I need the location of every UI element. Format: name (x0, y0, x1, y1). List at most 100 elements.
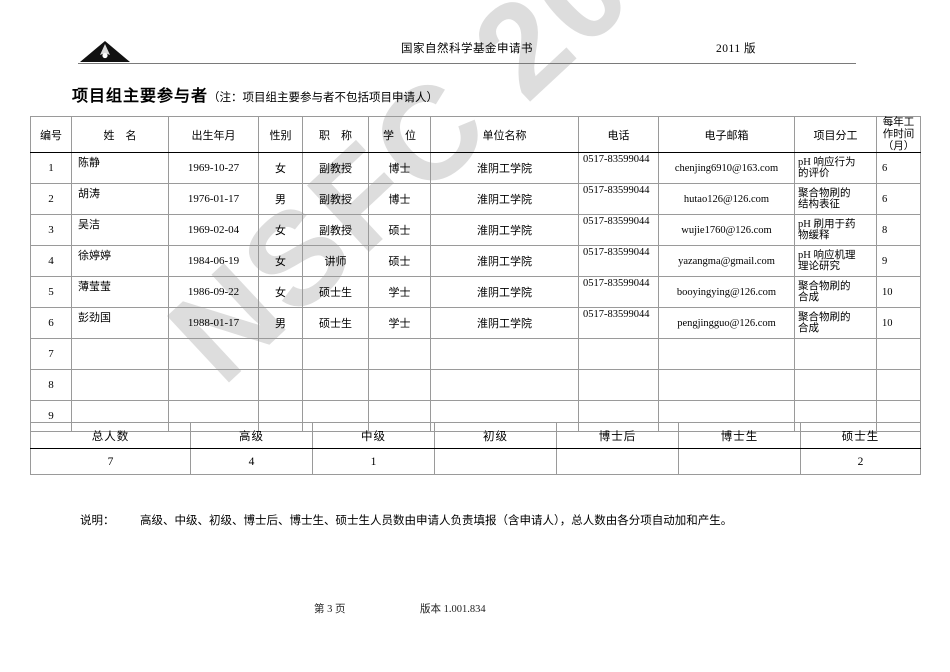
cell-degree[interactable]: 硕士 (368, 245, 431, 278)
cell-hours[interactable] (876, 338, 921, 371)
cell-hours[interactable]: 10 (876, 307, 921, 340)
cell-name[interactable] (71, 338, 169, 371)
table-row[interactable]: 5 薄莹莹 1986-09-22 女 硕士生 学士 淮阴工学院 0517-835… (30, 276, 921, 309)
cell-duty[interactable]: pH 响应机理 理论研究 (794, 245, 877, 278)
table-row[interactable]: 3 吴洁 1969-02-04 女 副教授 硕士 淮阴工学院 0517-8359… (30, 214, 921, 247)
summary-value-total[interactable]: 7 (30, 448, 191, 475)
cell-org[interactable]: 淮阴工学院 (430, 245, 579, 278)
cell-duty[interactable]: pH 响应行为 的评价 (794, 152, 877, 185)
cell-name[interactable] (71, 369, 169, 402)
cell-email[interactable]: yazangma@gmail.com (658, 245, 795, 278)
summary-value-master[interactable]: 2 (800, 448, 921, 475)
cell-gender[interactable]: 女 (258, 152, 303, 185)
cell-title[interactable]: 副教授 (302, 214, 369, 247)
cell-hours[interactable]: 6 (876, 152, 921, 185)
table-row[interactable]: 6 彭劲国 1988-01-17 男 硕士生 学士 淮阴工学院 0517-835… (30, 307, 921, 340)
cell-org[interactable]: 淮阴工学院 (430, 307, 579, 340)
cell-gender[interactable] (258, 338, 303, 371)
cell-no: 2 (30, 183, 72, 216)
cell-name[interactable]: 彭劲国 (71, 307, 169, 340)
cell-hours[interactable]: 8 (876, 214, 921, 247)
table-row[interactable]: 8 (30, 369, 921, 402)
cell-birth[interactable] (168, 338, 259, 371)
cell-birth[interactable] (168, 369, 259, 402)
cell-org[interactable] (430, 369, 579, 402)
running-header: 国家自然科学基金申请书 2011 版 (78, 36, 856, 66)
cell-degree[interactable] (368, 369, 431, 402)
cell-birth[interactable]: 1986-09-22 (168, 276, 259, 309)
cell-name[interactable]: 薄莹莹 (71, 276, 169, 309)
cell-phone[interactable] (578, 369, 659, 402)
cell-email[interactable]: hutao126@126.com (658, 183, 795, 216)
cell-email[interactable]: booyingying@126.com (658, 276, 795, 309)
cell-duty[interactable]: 聚合物刷的 合成 (794, 307, 877, 340)
cell-degree[interactable]: 硕士 (368, 214, 431, 247)
cell-org[interactable]: 淮阴工学院 (430, 276, 579, 309)
cell-org[interactable] (430, 338, 579, 371)
cell-duty[interactable] (794, 338, 877, 371)
page-number: 第 3 页 (314, 604, 346, 615)
table-row[interactable]: 7 (30, 338, 921, 371)
summary-value-postdoc[interactable] (556, 448, 679, 475)
cell-phone[interactable]: 0517-83599044 (578, 152, 659, 185)
table-row[interactable]: 1 陈静 1969-10-27 女 副教授 博士 淮阴工学院 0517-8359… (30, 152, 921, 185)
cell-no: 8 (30, 369, 72, 402)
cell-name[interactable]: 徐婷婷 (71, 245, 169, 278)
cell-name[interactable]: 吴洁 (71, 214, 169, 247)
cell-birth[interactable]: 1969-02-04 (168, 214, 259, 247)
cell-email[interactable]: pengjingguo@126.com (658, 307, 795, 340)
cell-email[interactable]: chenjing6910@163.com (658, 152, 795, 185)
cell-hours[interactable]: 9 (876, 245, 921, 278)
cell-org[interactable]: 淮阴工学院 (430, 152, 579, 185)
cell-duty[interactable]: pH 刷用于药 物缓释 (794, 214, 877, 247)
cell-email[interactable] (658, 338, 795, 371)
cell-degree[interactable]: 学士 (368, 276, 431, 309)
cell-gender[interactable]: 男 (258, 307, 303, 340)
cell-phone[interactable]: 0517-83599044 (578, 307, 659, 340)
cell-name[interactable]: 陈静 (71, 152, 169, 185)
cell-gender[interactable] (258, 369, 303, 402)
cell-phone[interactable] (578, 338, 659, 371)
cell-name[interactable]: 胡涛 (71, 183, 169, 216)
table-row[interactable]: 2 胡涛 1976-01-17 男 副教授 博士 淮阴工学院 0517-8359… (30, 183, 921, 216)
cell-title[interactable] (302, 369, 369, 402)
cell-phone[interactable]: 0517-83599044 (578, 276, 659, 309)
cell-birth[interactable]: 1988-01-17 (168, 307, 259, 340)
cell-hours[interactable] (876, 369, 921, 402)
summary-value-junior[interactable] (434, 448, 557, 475)
cell-birth[interactable]: 1969-10-27 (168, 152, 259, 185)
table-row[interactable]: 4 徐婷婷 1984-06-19 女 讲师 硕士 淮阴工学院 0517-8359… (30, 245, 921, 278)
summary-value-senior[interactable]: 4 (190, 448, 313, 475)
cell-birth[interactable]: 1984-06-19 (168, 245, 259, 278)
cell-email[interactable]: wujie1760@126.com (658, 214, 795, 247)
cell-email[interactable] (658, 369, 795, 402)
cell-title[interactable]: 硕士生 (302, 307, 369, 340)
cell-hours[interactable]: 6 (876, 183, 921, 216)
cell-title[interactable] (302, 338, 369, 371)
summary-value-phd[interactable] (678, 448, 801, 475)
summary-value-mid[interactable]: 1 (312, 448, 435, 475)
cell-duty[interactable]: 聚合物刷的 结构表征 (794, 183, 877, 216)
cell-hours[interactable]: 10 (876, 276, 921, 309)
cell-phone[interactable]: 0517-83599044 (578, 214, 659, 247)
cell-title[interactable]: 副教授 (302, 183, 369, 216)
cell-gender[interactable]: 女 (258, 245, 303, 278)
cell-gender[interactable]: 女 (258, 276, 303, 309)
cell-gender[interactable]: 男 (258, 183, 303, 216)
cell-degree[interactable]: 博士 (368, 152, 431, 185)
cell-phone[interactable]: 0517-83599044 (578, 245, 659, 278)
cell-degree[interactable]: 博士 (368, 183, 431, 216)
footnote-text: 高级、中级、初级、博士后、博士生、硕士生人员数由申请人负责填报（含申请人），总人… (140, 515, 733, 527)
cell-title[interactable]: 硕士生 (302, 276, 369, 309)
cell-birth[interactable]: 1976-01-17 (168, 183, 259, 216)
cell-degree[interactable]: 学士 (368, 307, 431, 340)
cell-degree[interactable] (368, 338, 431, 371)
cell-title[interactable]: 副教授 (302, 152, 369, 185)
cell-org[interactable]: 淮阴工学院 (430, 214, 579, 247)
cell-gender[interactable]: 女 (258, 214, 303, 247)
cell-duty[interactable]: 聚合物刷的 合成 (794, 276, 877, 309)
cell-duty[interactable] (794, 369, 877, 402)
cell-phone[interactable]: 0517-83599044 (578, 183, 659, 216)
cell-org[interactable]: 淮阴工学院 (430, 183, 579, 216)
cell-title[interactable]: 讲师 (302, 245, 369, 278)
